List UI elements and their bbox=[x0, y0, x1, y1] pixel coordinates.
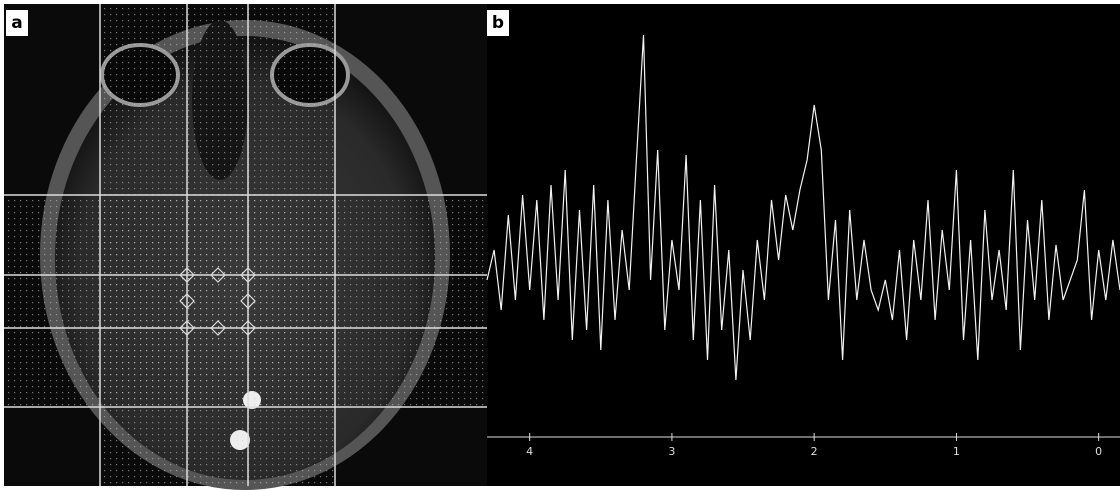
panel-label: b bbox=[492, 13, 504, 33]
x-tick-label: 4 bbox=[526, 445, 533, 458]
spectrum-panel: b 4 3 2 1 0 bbox=[486, 4, 1120, 486]
x-tick-label: 3 bbox=[668, 445, 675, 458]
x-tick-label: 0 bbox=[1095, 445, 1102, 458]
panel-label: a bbox=[11, 13, 22, 33]
spectrum-line bbox=[486, 34, 1120, 381]
mri-panel: a bbox=[4, 4, 487, 490]
x-tick-label: 2 bbox=[811, 445, 818, 458]
x-tick-label: 1 bbox=[953, 445, 960, 458]
